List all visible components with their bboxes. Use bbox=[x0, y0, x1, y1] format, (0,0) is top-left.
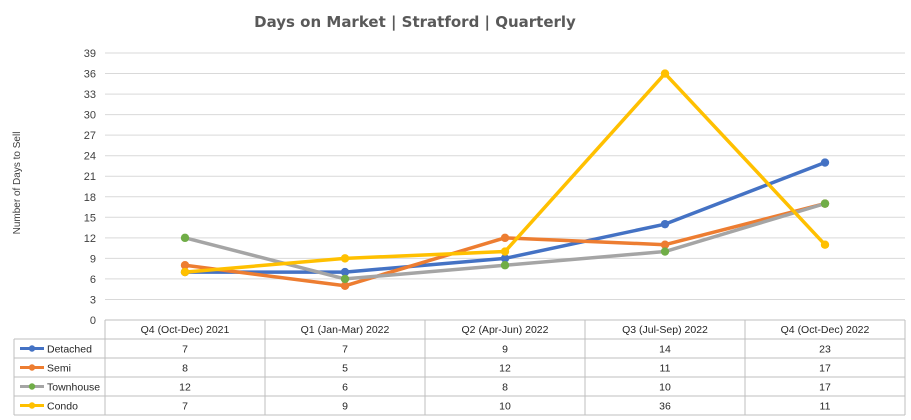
legend-label: Townhouse bbox=[47, 382, 100, 394]
data-point-condo bbox=[820, 240, 830, 249]
data-point-townhouse bbox=[180, 233, 190, 243]
table-value: 8 bbox=[182, 363, 188, 375]
data-point-semi bbox=[500, 233, 510, 243]
data-point-townhouse bbox=[820, 199, 830, 208]
category-header: Q4 (Oct-Dec) 2022 bbox=[781, 324, 870, 336]
table-value: 7 bbox=[342, 344, 348, 356]
y-axis-label: Number of Days to Sell bbox=[12, 132, 23, 235]
legend-swatch-marker bbox=[28, 402, 36, 409]
data-point-townhouse bbox=[660, 247, 670, 256]
y-tick-label: 27 bbox=[84, 130, 96, 142]
table-value: 10 bbox=[499, 401, 511, 413]
data-point-semi bbox=[660, 240, 670, 249]
legend-swatch-marker bbox=[28, 364, 36, 371]
y-tick-label: 21 bbox=[84, 171, 96, 183]
data-point-detached bbox=[820, 158, 830, 167]
series-lines bbox=[180, 69, 830, 290]
table-value: 11 bbox=[660, 363, 671, 375]
y-tick-label: 39 bbox=[84, 48, 96, 60]
data-point-semi bbox=[180, 261, 190, 270]
data-table: Q4 (Oct-Dec) 2021 Q1 (Jan-Mar) 2022 Q2 (Ap… bbox=[13, 319, 906, 416]
table-value: 14 bbox=[659, 344, 671, 356]
data-point-townhouse bbox=[340, 274, 350, 284]
series-line-condo bbox=[183, 71, 827, 274]
y-tick-label: 9 bbox=[90, 253, 96, 265]
data-point-condo bbox=[660, 69, 670, 78]
table-value: 17 bbox=[819, 363, 831, 375]
table-value: 36 bbox=[659, 401, 671, 413]
data-point-detached bbox=[660, 219, 670, 229]
y-tick-label: 18 bbox=[84, 192, 96, 204]
table-value: 5 bbox=[342, 363, 348, 375]
data-point-detached bbox=[340, 267, 350, 277]
y-tick-label: 15 bbox=[84, 212, 96, 224]
y-tick-label: 0 bbox=[90, 315, 96, 327]
legend-label: Semi bbox=[47, 363, 71, 375]
table-value: 6 bbox=[342, 382, 348, 394]
legend-label: Detached bbox=[47, 344, 92, 356]
legend-swatch-marker bbox=[28, 345, 36, 352]
data-point-condo bbox=[180, 267, 190, 277]
category-header: Q3 (Jul-Sep) 2022 bbox=[622, 324, 708, 336]
data-point-townhouse bbox=[500, 261, 510, 270]
table-value: 7 bbox=[182, 401, 188, 413]
y-tick-label: 3 bbox=[90, 294, 96, 306]
y-tick-label: 12 bbox=[84, 233, 96, 245]
category-header: Q2 (Apr-Jun) 2022 bbox=[462, 324, 549, 336]
y-tick-label: 30 bbox=[84, 110, 96, 122]
table-value: 7 bbox=[182, 344, 188, 356]
table-value: 11 bbox=[820, 401, 831, 413]
table-value: 10 bbox=[659, 382, 671, 394]
table-value: 8 bbox=[502, 382, 508, 394]
table-value: 23 bbox=[819, 344, 831, 356]
table-value: 17 bbox=[819, 382, 831, 394]
table-value: 9 bbox=[502, 344, 508, 356]
y-tick-label: 6 bbox=[90, 274, 96, 286]
gridlines bbox=[105, 52, 905, 300]
table-value: 12 bbox=[179, 382, 191, 394]
y-tick-label: 24 bbox=[84, 151, 96, 163]
chart-title: Days on Market | Stratford | Quarterly bbox=[254, 13, 576, 32]
legend-label: Condo bbox=[47, 401, 78, 413]
data-point-semi bbox=[340, 281, 350, 290]
table-value: 12 bbox=[499, 363, 511, 375]
category-header: Q1 (Jan-Mar) 2022 bbox=[301, 324, 390, 336]
data-point-detached bbox=[500, 254, 510, 263]
y-tick-label: 36 bbox=[84, 69, 96, 81]
category-header: Q4 (Oct-Dec) 2021 bbox=[141, 324, 230, 336]
y-tick-label: 33 bbox=[84, 89, 96, 101]
legend-swatch-marker bbox=[28, 383, 36, 390]
data-point-condo bbox=[500, 247, 510, 256]
data-point-condo bbox=[340, 254, 350, 263]
table-value: 9 bbox=[342, 401, 348, 413]
